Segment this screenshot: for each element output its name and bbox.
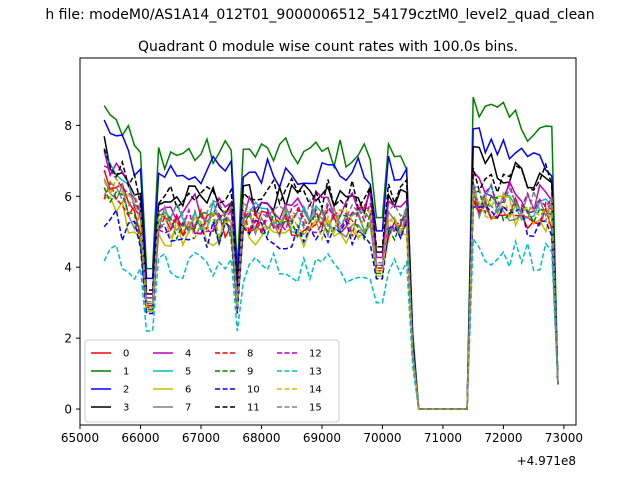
x-axis: 65000 66000 67000 68000 69000 70000 71000 72000… <box>61 425 583 445</box>
legend-box <box>84 339 340 423</box>
series-line-13 <box>103 236 559 410</box>
x-tick-label: 67000 <box>182 431 220 445</box>
chart-suptitle: h file: modeM0/AS1A14_012T01_9000006512_… <box>45 7 594 23</box>
series-line-11 <box>103 148 559 410</box>
y-tick-label: 0 <box>64 403 72 417</box>
x-tick-label: 73000 <box>545 431 583 445</box>
legend-label-2: 2 <box>123 385 129 396</box>
x-tick-label: 65000 <box>61 431 99 445</box>
series-line-12 <box>103 165 559 410</box>
x-tick-label: 68000 <box>242 431 280 445</box>
x-tick-label: 70000 <box>363 431 401 445</box>
legend-label-9: 9 <box>247 367 253 378</box>
plot-frame <box>79 57 577 426</box>
chart-title: Quadrant 0 module wise count rates with … <box>138 39 518 55</box>
legend-label-3: 3 <box>123 403 129 414</box>
legend-label-10: 10 <box>247 385 260 396</box>
legend-label-8: 8 <box>247 349 253 360</box>
x-tick-label: 66000 <box>121 431 159 445</box>
series-line-10 <box>103 205 559 410</box>
legend-label-4: 4 <box>185 349 191 360</box>
x-tick-label: 69000 <box>303 431 341 445</box>
legend-label-14: 14 <box>309 385 322 396</box>
legend-label-13: 13 <box>309 367 322 378</box>
series-line-1 <box>103 96 559 410</box>
series-line-9 <box>103 187 559 410</box>
series-line-14 <box>103 176 559 410</box>
legend-label-11: 11 <box>247 403 260 414</box>
legend-label-12: 12 <box>309 349 322 360</box>
series-line-3 <box>103 136 559 410</box>
legend-label-5: 5 <box>185 367 191 378</box>
y-axis: 0 2 4 6 8 <box>64 119 80 417</box>
legend-label-15: 15 <box>309 403 322 414</box>
x-tick-label: 71000 <box>424 431 462 445</box>
y-tick-label: 2 <box>64 332 72 346</box>
y-tick-label: 4 <box>64 261 72 275</box>
legend-label-0: 0 <box>123 349 129 360</box>
legend-label-7: 7 <box>185 403 191 414</box>
legend-label-1: 1 <box>123 367 129 378</box>
series-line-15 <box>103 181 559 410</box>
y-tick-label: 6 <box>64 190 72 204</box>
x-tick-label: 72000 <box>484 431 522 445</box>
series-line-2 <box>103 119 559 410</box>
x-offset-text: +4.971e8 <box>517 454 576 468</box>
series-layer <box>103 96 559 410</box>
legend-label-6: 6 <box>185 385 191 396</box>
y-tick-label: 8 <box>64 119 72 133</box>
